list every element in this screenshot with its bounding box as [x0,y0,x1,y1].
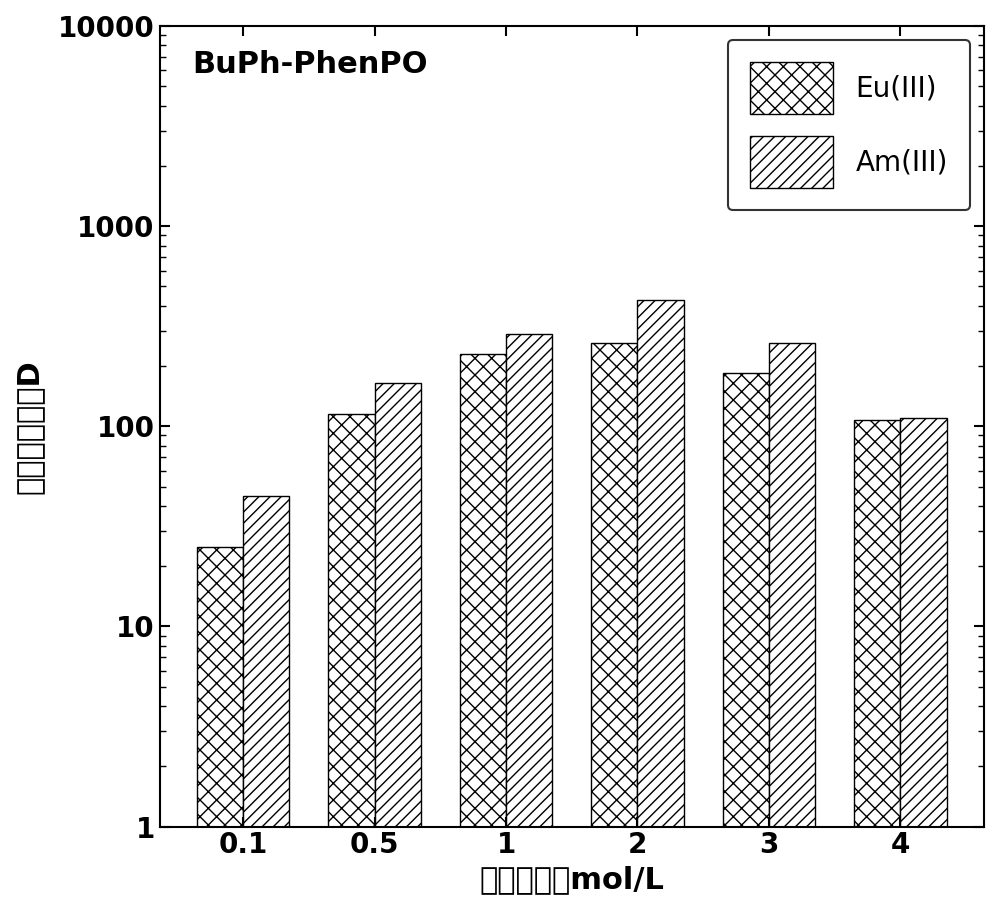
Bar [329,415,375,909]
Bar [591,344,637,909]
Bar [854,420,900,909]
Text: BuPh-PhenPO: BuPh-PhenPO [193,50,428,79]
Bar [197,547,243,909]
Bar [506,334,552,909]
Bar [460,354,506,909]
Bar [375,383,421,909]
Bar [723,373,769,909]
Bar [243,495,289,909]
Y-axis label: 萌取分配比，D: 萌取分配比，D [15,359,44,494]
Bar [637,299,683,909]
Bar [900,418,946,909]
Legend: Eu(III), Am(III): Eu(III), Am(III) [727,40,970,211]
X-axis label: 硝酸浓度，mol/L: 硝酸浓度，mol/L [480,865,664,894]
Bar [769,344,815,909]
